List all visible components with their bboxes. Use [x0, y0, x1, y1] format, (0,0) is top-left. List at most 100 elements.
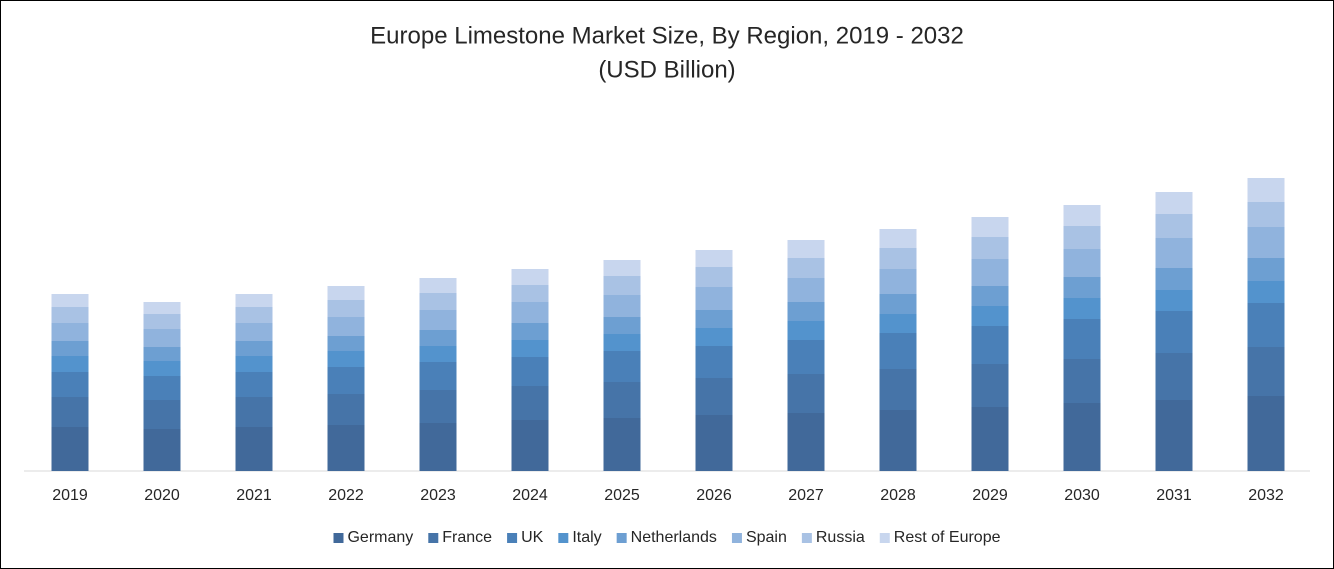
bar-segment: [419, 346, 457, 362]
bar-segment: [695, 267, 733, 287]
bar-segment: [235, 307, 273, 323]
legend-label: France: [442, 529, 492, 546]
bar-segment: [1063, 359, 1101, 403]
bar-segment: [51, 397, 89, 427]
bar-segment: [1063, 249, 1101, 277]
bar-segment: [51, 356, 89, 372]
bar-segment: [143, 400, 181, 429]
legend-label: Spain: [746, 529, 787, 546]
bar-segment: [787, 374, 825, 413]
bar-segment: [327, 317, 365, 336]
bar-segment: [511, 269, 549, 285]
bar-segment: [419, 278, 457, 293]
bar-segment: [235, 427, 273, 471]
bar-segment: [511, 420, 549, 471]
bar-segment: [603, 382, 641, 418]
bar-segment: [879, 229, 917, 248]
bar-segment: [1155, 290, 1193, 311]
bar-segment: [1155, 311, 1193, 353]
legend-swatch: [558, 533, 569, 543]
bar-segment: [603, 351, 641, 382]
x-tick-label: 2022: [328, 487, 364, 504]
bar-segment: [1247, 227, 1285, 258]
bar-segment: [1155, 214, 1193, 238]
legend-label: UK: [521, 529, 544, 546]
bar-segment: [971, 286, 1009, 306]
bar-segment: [879, 294, 917, 314]
bar-segment: [143, 376, 181, 400]
bar-segment: [971, 326, 1009, 364]
bar-segment: [419, 423, 457, 471]
bar-segment: [879, 410, 917, 471]
bar-segment: [419, 310, 457, 330]
bar-segment: [695, 346, 733, 378]
legend-swatch: [801, 533, 812, 543]
bar-segment: [695, 287, 733, 310]
bar-segment: [1063, 319, 1101, 359]
bar-segment: [1155, 238, 1193, 268]
bar-segment: [419, 362, 457, 390]
bar-segment: [1247, 396, 1285, 471]
legend-swatch: [507, 533, 518, 543]
x-tick-label: 2028: [880, 487, 916, 504]
bar-segment: [235, 372, 273, 397]
bar-segment: [879, 269, 917, 294]
bar-segment: [971, 259, 1009, 286]
bar-segment: [787, 258, 825, 278]
legend-label: Germany: [347, 529, 413, 546]
bar-segment: [787, 240, 825, 258]
bar-segment: [787, 278, 825, 302]
x-tick-label: 2021: [236, 487, 272, 504]
bar-segment: [511, 285, 549, 302]
bar-segment: [1063, 226, 1101, 249]
x-tick-label: 2025: [604, 487, 640, 504]
bar-segment: [603, 317, 641, 334]
bar-segment: [695, 310, 733, 328]
bar-segment: [235, 341, 273, 356]
bar-segment: [143, 314, 181, 329]
bar-segment: [1063, 403, 1101, 471]
legend-swatch: [616, 533, 627, 543]
bar-segment: [51, 427, 89, 471]
bar-segment: [787, 321, 825, 340]
bar-segment: [1155, 353, 1193, 400]
bar-segment: [1063, 298, 1101, 319]
bar-segment: [327, 425, 365, 471]
bar-segment: [51, 323, 89, 341]
bar-segment: [143, 329, 181, 347]
bar-segment: [695, 378, 733, 415]
bar-segment: [1247, 303, 1285, 347]
bar-segment: [511, 357, 549, 386]
bar-segment: [603, 334, 641, 351]
legend-label: Russia: [816, 529, 865, 546]
bar-segment: [143, 429, 181, 471]
bar-segment: [1155, 192, 1193, 214]
bar-segment: [327, 300, 365, 317]
bar-segment: [327, 367, 365, 394]
bar-segment: [879, 333, 917, 369]
x-tick-label: 2026: [696, 487, 732, 504]
bar-segment: [1155, 400, 1193, 471]
bar-segment: [1247, 258, 1285, 281]
legend-swatch: [333, 533, 344, 543]
bar-segment: [235, 356, 273, 372]
bar-segment: [235, 397, 273, 427]
bar-segment: [787, 302, 825, 321]
bar-segment: [1247, 281, 1285, 303]
bar-segment: [327, 394, 365, 425]
bar-segment: [787, 340, 825, 374]
legend-label: Italy: [572, 529, 601, 546]
bar-segment: [235, 294, 273, 307]
bar-segment: [51, 372, 89, 397]
x-tick-label: 2024: [512, 487, 548, 504]
bar-segment: [603, 276, 641, 295]
bar-segment: [327, 351, 365, 367]
chart-subtitle: (USD Billion): [598, 56, 735, 83]
legend-label: Rest of Europe: [894, 529, 1001, 546]
bar-segment: [695, 415, 733, 471]
bar-segment: [1247, 347, 1285, 396]
bar-segment: [1155, 268, 1193, 290]
bar-segment: [971, 237, 1009, 259]
bar-segment: [695, 250, 733, 267]
